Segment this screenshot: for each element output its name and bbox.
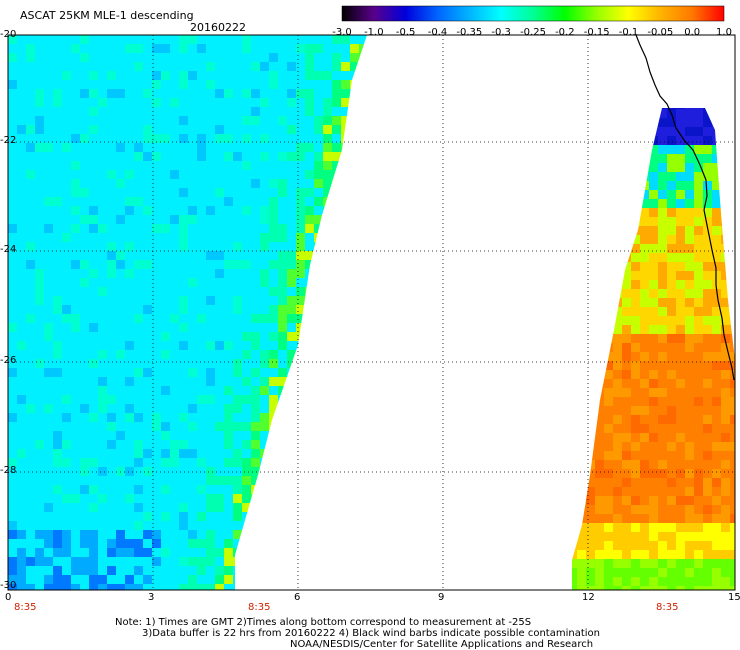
- lon-label: 15: [728, 592, 740, 603]
- colorbar-tick-label: -0.1: [618, 27, 639, 38]
- colorbar-tick-label: -3.0: [332, 27, 352, 38]
- colorbar-tick-label: -0.2: [555, 27, 575, 38]
- colorbar-tick-label: -0.05: [647, 27, 674, 38]
- colorbar-tick-label: -0.15: [583, 27, 610, 38]
- lat-label: -28: [0, 465, 17, 476]
- coastline: [635, 34, 735, 381]
- map-date: 20160222: [190, 21, 246, 34]
- colorbar-tick-label: -0.25: [520, 27, 546, 38]
- lon-label: 6: [294, 592, 301, 603]
- colorbar-tick-label: 0.0: [684, 27, 701, 38]
- lon-label: 12: [582, 592, 595, 603]
- map-frame: [7, 34, 736, 591]
- lat-label: -26: [0, 355, 17, 366]
- right-wind-swath: [572, 108, 735, 590]
- time-label: 8:35: [656, 602, 679, 613]
- note-line-1: Note: 1) Times are GMT 2)Times along bot…: [115, 617, 532, 628]
- colorbar-tick-label: -0.35: [456, 27, 483, 38]
- lon-label: 9: [438, 592, 445, 603]
- colorbar: [341, 5, 725, 22]
- colorbar-tick-label: -1.0: [364, 27, 384, 38]
- lat-label: -24: [0, 244, 17, 255]
- colorbar-tick-label: -0.3: [491, 27, 511, 38]
- time-label: 8:35: [248, 602, 271, 613]
- lat-label: -30: [0, 580, 17, 591]
- note-line-2: 3)Data buffer is 22 hrs from 20160222 4)…: [142, 628, 600, 639]
- lat-label: -22: [0, 135, 17, 146]
- left-wind-swath: [8, 35, 367, 590]
- lat-label: -20: [0, 29, 17, 40]
- note-line-3: NOAA/NESDIS/Center for Satellite Applica…: [290, 639, 594, 650]
- colorbar-tick-label: -0.5: [395, 27, 416, 38]
- colorbar-tick-label: 1.0: [716, 27, 732, 38]
- map-title: ASCAT 25KM MLE-1 descending: [20, 9, 194, 22]
- time-label: 8:35: [14, 602, 37, 613]
- colorbar-tick-label: -0.4: [427, 27, 448, 38]
- lon-label: 0: [5, 592, 12, 603]
- lon-label: 3: [148, 592, 155, 603]
